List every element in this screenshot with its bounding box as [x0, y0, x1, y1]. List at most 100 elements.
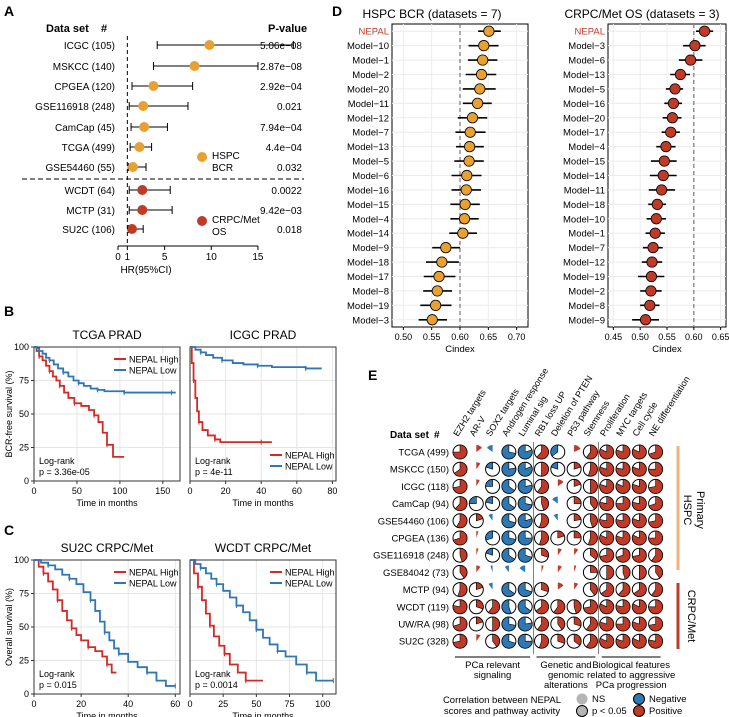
pie-cell-wedge [632, 461, 647, 477]
cindex-point [645, 270, 658, 283]
km-y-tick-label: 0 [24, 689, 29, 699]
pie-cell-wedge [485, 530, 493, 541]
pie-cell-wedge [599, 496, 614, 511]
cindex-row-label: Model−18 [347, 258, 389, 269]
cindex-point [658, 155, 670, 167]
km-legend-label: NEPAL High [285, 568, 335, 578]
cindex-row-label: Model−6 [352, 171, 389, 182]
survival-curves: TCGA PRAD 0 50 100 150 0 25 50 75 100 BCR-free sur… [4, 328, 337, 717]
legend-hspc-line2: BCR [212, 163, 233, 174]
pie-side-label-crpc: CRPC/Met [685, 590, 697, 643]
pie-cell-wedge [536, 444, 549, 460]
cindex-point [433, 270, 445, 283]
pie-cell-wedge [517, 513, 533, 529]
pie-row-label: MSKCC (150) [390, 465, 449, 476]
pie-cell-wedge [587, 461, 598, 477]
pie-cell-wedge [599, 616, 614, 632]
cindex-point [464, 141, 476, 153]
pie-cell-wedge [639, 565, 647, 580]
cindex-row-label: Model−8 [352, 286, 389, 297]
pie-cell-wedge [599, 479, 614, 494]
cindex-row-label: Model−1 [352, 56, 389, 67]
cindex-row-label: Model−8 [568, 301, 605, 312]
pie-cell-wedge [590, 565, 598, 573]
pie-cell-wedge [517, 461, 533, 477]
cindex-title: CRPC/Met OS (datasets = 3) [564, 7, 719, 21]
pie-cell-wedge [535, 599, 549, 615]
pie-cell-wedge [536, 616, 549, 632]
pie-cell-wedge [476, 634, 481, 642]
pie-row-label: TCGA (499) [398, 448, 449, 459]
cindex-point [460, 184, 472, 196]
pie-cell-wedge [590, 513, 598, 528]
pie-cell-wedge [599, 547, 614, 563]
cindex-row-label: Model−3 [352, 315, 389, 326]
forest-point [204, 40, 215, 50]
cindex-point [457, 227, 469, 239]
pie-cell-wedge [651, 582, 663, 597]
pie-cell-wedge [501, 582, 515, 597]
cindex-row-label: Model−18 [563, 200, 605, 211]
cindex-x-label: Cindex [652, 344, 682, 355]
km-plot-c2: WCDT CRPC/Met 0 25 50 75 100 Time in months NEP… [187, 541, 337, 717]
km-x-label: Time in months [232, 711, 294, 717]
km-x-tick-label: 75 [285, 699, 295, 709]
pie-cell-wedge [501, 496, 515, 511]
cindex-point [698, 25, 711, 37]
forest-row-label: TCGA (499) [62, 143, 115, 154]
pie-cell-wedge [573, 616, 582, 627]
pie-cell-wedge [457, 582, 468, 597]
cindex-row-label: Model−12 [347, 113, 389, 124]
pie-cell-wedge [459, 565, 468, 579]
pie-cell-wedge [599, 530, 614, 546]
forest-pvalue: 0.021 [277, 102, 302, 113]
cindex-point [639, 314, 652, 326]
pie-cell-wedge [541, 582, 549, 593]
cindex-point [649, 227, 661, 239]
forest-point [148, 81, 159, 91]
cindex-x-label: Cindex [445, 344, 475, 355]
pie-cell-wedge [573, 599, 582, 614]
km-curve-low [190, 346, 322, 370]
pie-cell-wedge [587, 530, 598, 546]
pie-legend-pos: Positive [649, 706, 682, 717]
pie-cell-wedge [501, 530, 517, 546]
km-y-tick-label: 25 [19, 656, 29, 666]
pie-group-label: genomic [548, 670, 584, 681]
pie-cell-wedge [538, 513, 549, 529]
km-x-label: Time in months [76, 498, 138, 508]
legend-hspc-line1: HSPC [212, 151, 240, 162]
pie-cell-wedge [599, 444, 614, 460]
pie-cell-wedge [517, 582, 533, 597]
km-y-tick-label: 25 [19, 443, 29, 453]
km-y-tick-label: 50 [19, 622, 29, 632]
cindex-point [477, 54, 489, 66]
km-x-tick-label: 0 [31, 699, 36, 709]
pie-cell-wedge [517, 616, 533, 632]
cindex-point [466, 112, 479, 124]
pie-cell-wedge [590, 496, 598, 510]
pie-cell-wedge [550, 461, 559, 470]
pie-cell-wedge [553, 599, 566, 615]
pie-cell-wedge [557, 479, 564, 487]
pie-cell-wedge [541, 496, 549, 511]
km-plot-b1: TCGA PRAD 0 50 100 150 0 25 50 75 100 BCR-free sur… [4, 328, 181, 508]
pie-cell-wedge [488, 599, 500, 615]
pie-cell-wedge [488, 513, 493, 521]
panel-c-letter: C [4, 522, 14, 538]
km-x-tick-label: 60 [170, 699, 180, 709]
forest-pvalue: 5.06e−08 [260, 41, 302, 52]
km-x-tick-label: 20 [221, 486, 231, 496]
cindex-plots: HSPC BCR (datasets = 7) NEPAL Model−10 Mode… [347, 7, 729, 355]
pie-cell-wedge [573, 461, 582, 470]
pie-cell-wedge [517, 633, 533, 649]
forest-pvalue: 0.0022 [271, 186, 302, 197]
pie-cell-wedge [453, 461, 468, 477]
cindex-point [674, 68, 687, 81]
cindex-x-tick-label: 0.50 [631, 332, 649, 342]
pie-cell-wedge [501, 461, 517, 477]
pie-cell-wedge [517, 599, 532, 615]
pie-cell-wedge [476, 513, 484, 522]
km-curve-high [34, 346, 125, 458]
km-curve-high [190, 346, 272, 444]
